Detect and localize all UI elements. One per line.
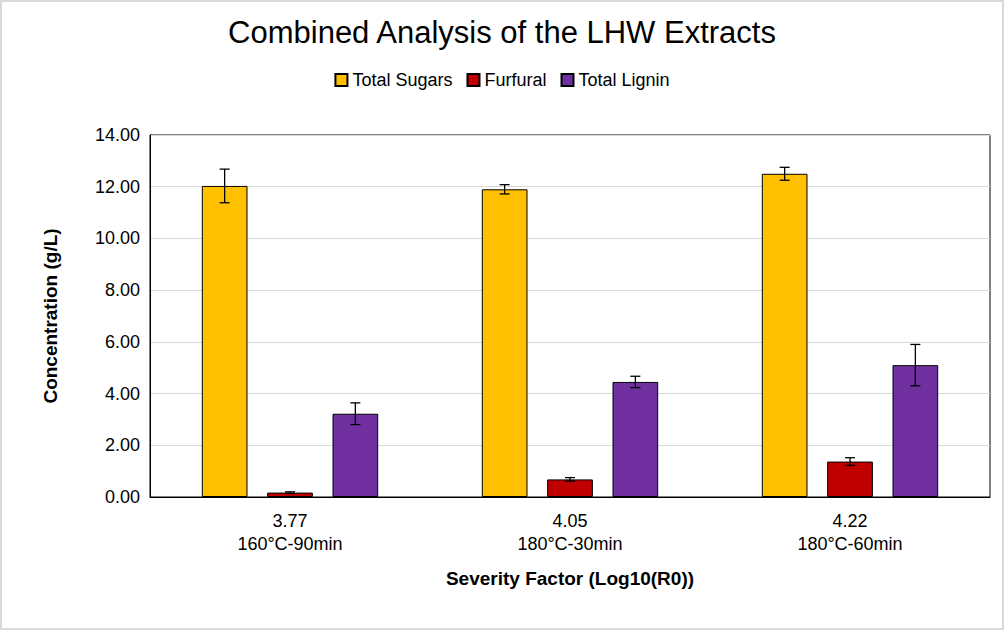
svg-text:3.77: 3.77 (272, 511, 307, 531)
svg-text:Combined Analysis of the LHW E: Combined Analysis of the LHW Extracts (228, 15, 776, 50)
svg-text:180°C-30min: 180°C-30min (517, 534, 622, 554)
svg-text:160°C-90min: 160°C-90min (237, 534, 342, 554)
svg-text:4.22: 4.22 (832, 511, 867, 531)
svg-text:180°C-60min: 180°C-60min (797, 534, 902, 554)
svg-text:0.00: 0.00 (105, 487, 140, 507)
svg-text:14.00: 14.00 (95, 125, 140, 145)
svg-text:Total Lignin: Total Lignin (579, 70, 670, 90)
svg-text:Severity Factor (Log10(R0)): Severity Factor (Log10(R0)) (446, 568, 694, 589)
svg-text:6.00: 6.00 (105, 332, 140, 352)
svg-text:12.00: 12.00 (95, 177, 140, 197)
svg-text:Furfural: Furfural (484, 70, 546, 90)
svg-text:4.00: 4.00 (105, 384, 140, 404)
svg-text:8.00: 8.00 (105, 280, 140, 300)
svg-text:10.00: 10.00 (95, 228, 140, 248)
svg-text:Total Sugars: Total Sugars (352, 70, 452, 90)
svg-text:Concentration (g/L): Concentration (g/L) (40, 228, 61, 403)
svg-text:2.00: 2.00 (105, 435, 140, 455)
svg-text:4.05: 4.05 (552, 511, 587, 531)
